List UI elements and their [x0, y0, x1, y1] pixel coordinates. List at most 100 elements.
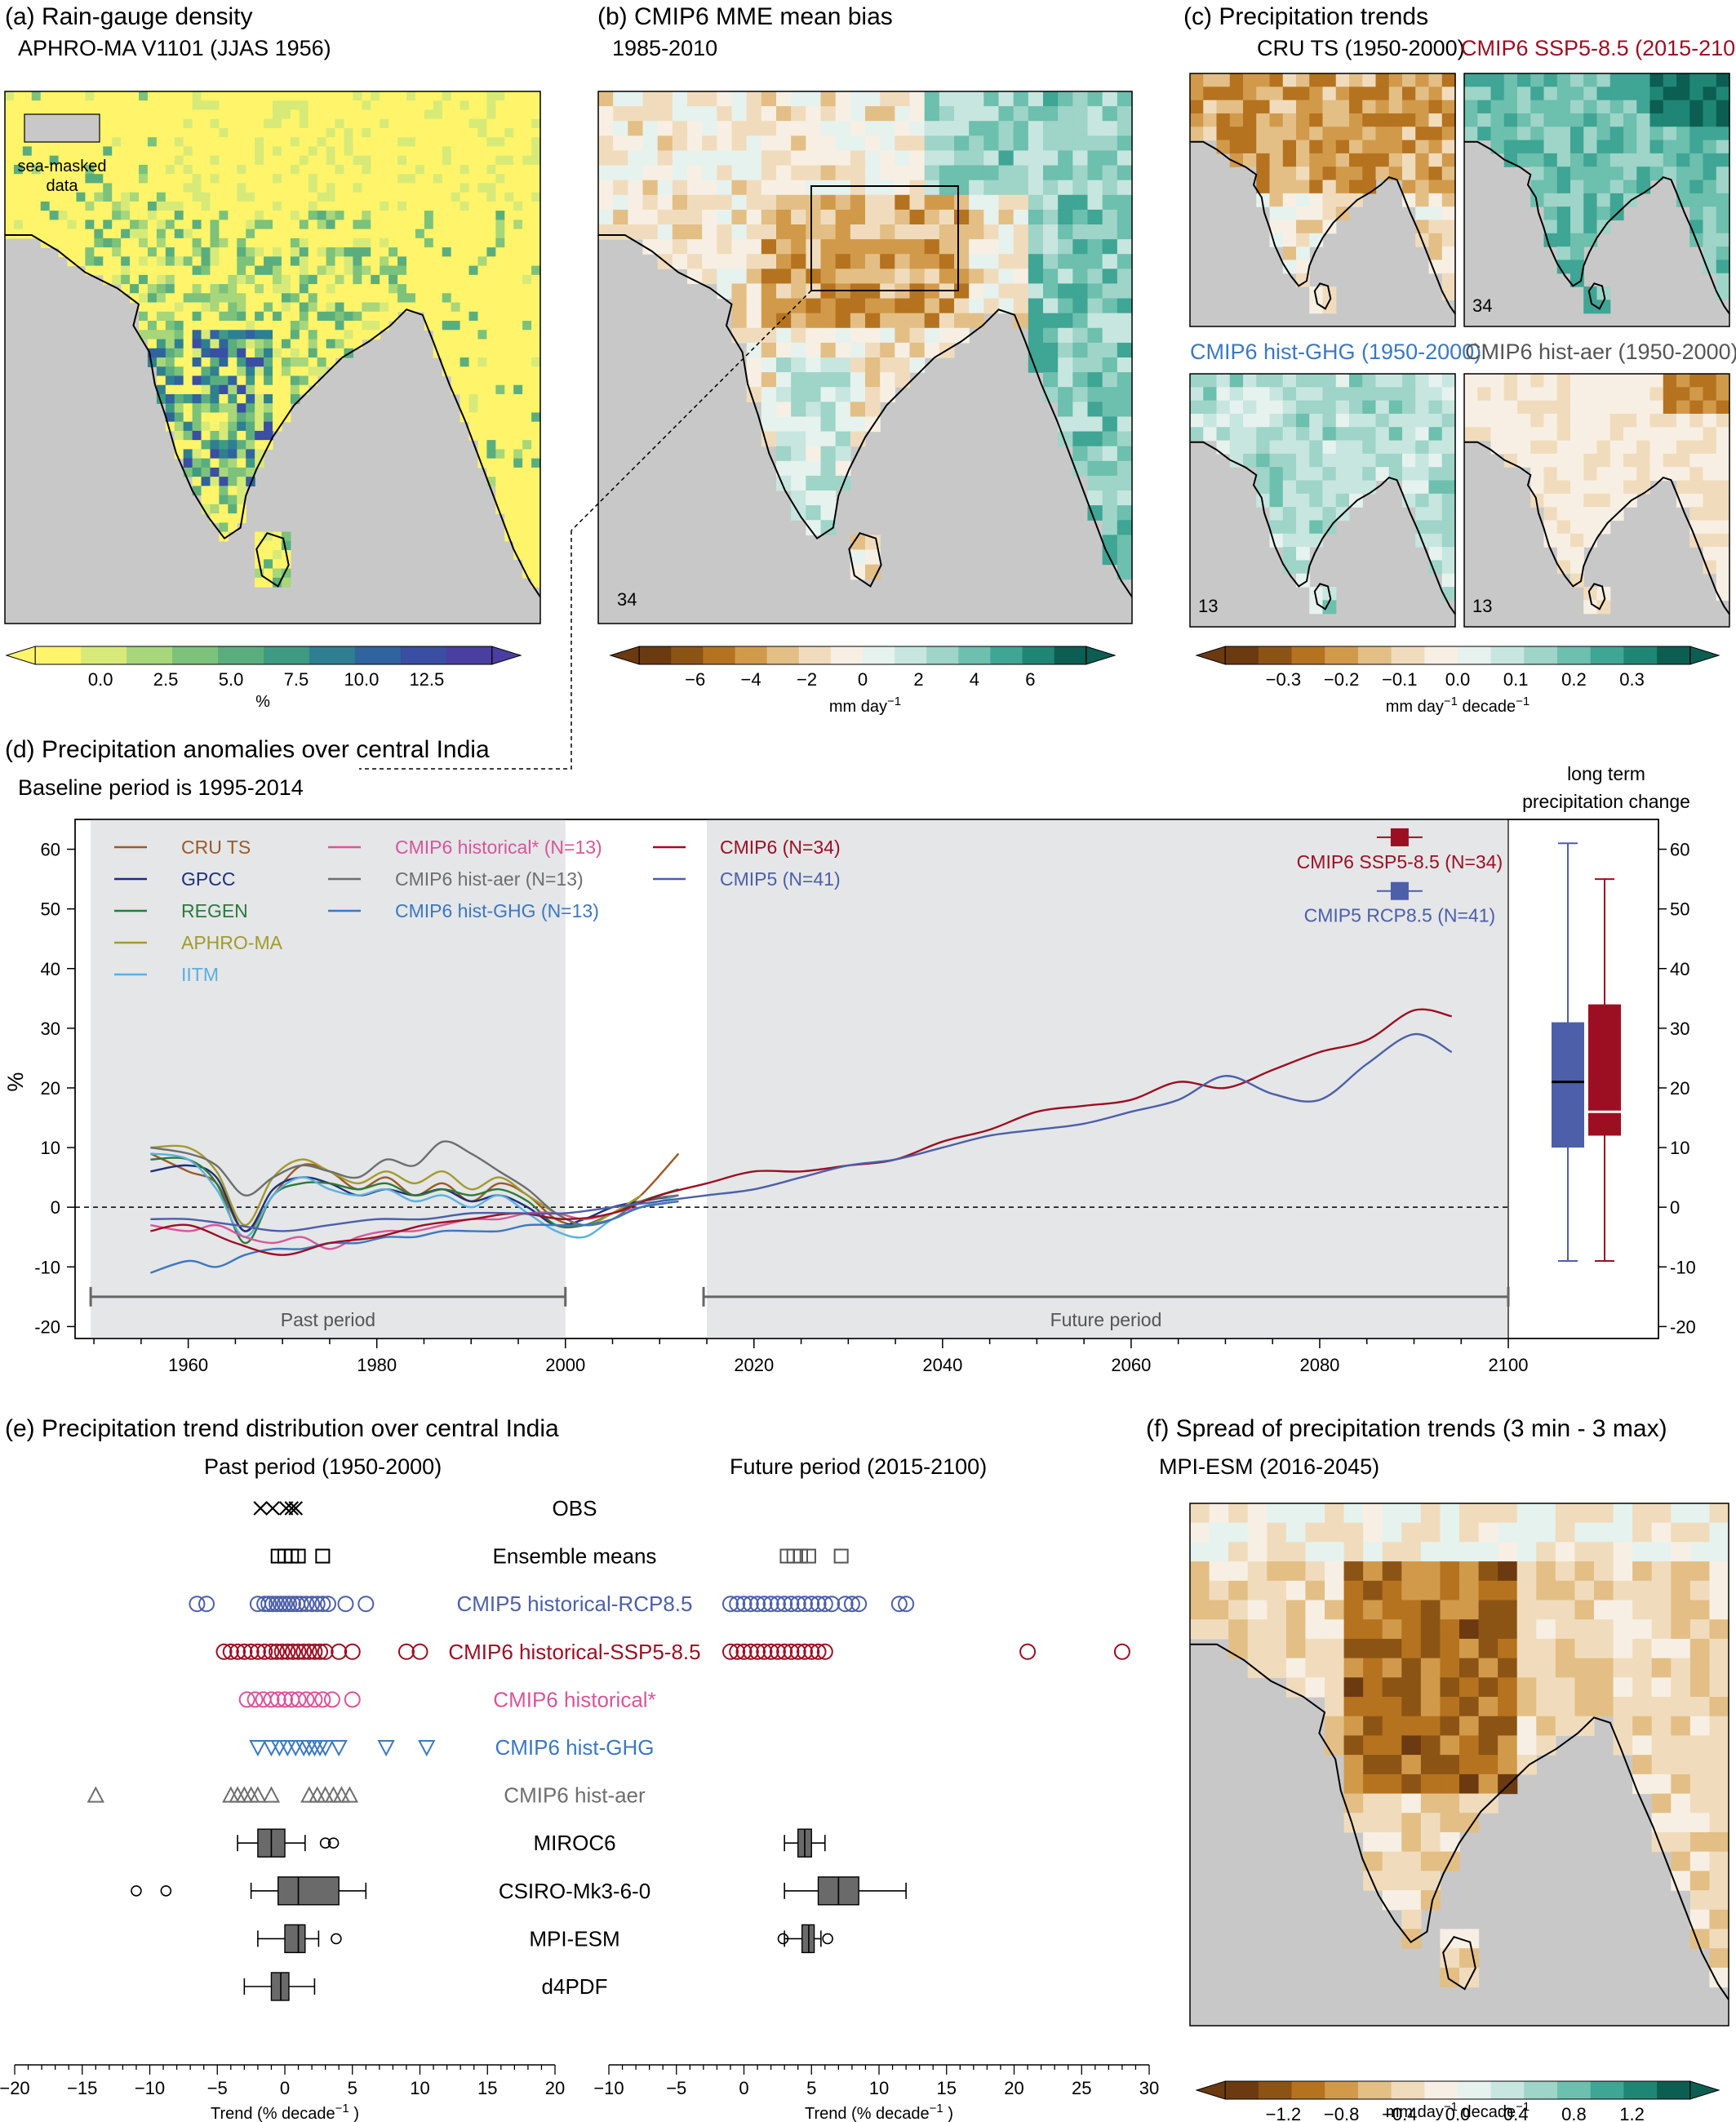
panel-c-map-4-cell: [1623, 427, 1637, 442]
past-point: [277, 1691, 293, 1708]
panel-a-map-cell: [174, 192, 184, 202]
panel-a-map-cell: [264, 146, 273, 157]
panel-a-map-cell: [40, 183, 51, 193]
panel-a-map-cell: [495, 146, 505, 157]
panel-a-map-cell: [281, 247, 291, 257]
panel-a-map-cell: [156, 393, 166, 404]
panel-c-map-2-cell: [1676, 180, 1690, 194]
panel-b-map-cell: [1072, 121, 1089, 136]
panel-f-map-cell: [1516, 1522, 1537, 1543]
panel-b-map-cell: [1013, 209, 1029, 225]
panel-c-map-1-cell: [1296, 166, 1310, 181]
panel-b-map-cell: [642, 121, 659, 136]
panel-f-map-cell: [1632, 1735, 1653, 1756]
panel-a-map-cell: [246, 430, 255, 441]
panel-a-map-cell: [531, 164, 541, 175]
panel-a-map-cell: [130, 247, 140, 257]
panel-a-map-cell: [495, 477, 505, 486]
panel-a-map-cell: [237, 449, 246, 459]
panel-a-map-cell: [451, 164, 461, 175]
panel-f-map-cell: [1305, 1619, 1325, 1640]
panel-a-map-cell: [246, 330, 255, 340]
panel-a-map-cell: [246, 127, 255, 138]
panel-a-map-cell: [504, 127, 514, 138]
panel-a-map-cell: [139, 118, 149, 129]
panel-a-map-cell: [317, 265, 327, 276]
panel-c-map-2-cell: [1583, 113, 1598, 127]
panel-a-map-cell: [237, 274, 246, 285]
panel-c-map-2-cell: [1543, 87, 1558, 101]
panel-a-map-cell: [183, 155, 193, 166]
panel-a-map-cell: [495, 339, 505, 349]
panel-c-map-4-cell: [1570, 493, 1584, 508]
panel-b-map-cell: [746, 194, 762, 211]
panel-a-map-cell: [522, 458, 532, 468]
panel-c-map-3-cell: [1388, 387, 1403, 402]
panel-a-map-cell: [49, 238, 60, 248]
panel-b-map-cell: [954, 135, 970, 152]
panel-c-map-3-cell: [1402, 374, 1416, 388]
panel-b-map-cell: [731, 298, 748, 314]
panel-a-map-cell: [201, 265, 211, 276]
panel-c-map-2-cell: [1530, 113, 1545, 127]
panel-c-map-1-cell: [1190, 100, 1204, 114]
panel-a-map-cell: [246, 238, 255, 248]
panel-f-colorbar-tick: 0.0: [1445, 2104, 1471, 2122]
panel-a-map-cell: [183, 393, 193, 404]
panel-a-map-cell: [495, 137, 505, 148]
panel-b-colorbar-swatch: [735, 646, 768, 664]
panel-a-map-cell: [486, 174, 496, 184]
panel-c-map-3-sri-lanka: [1313, 583, 1332, 610]
panel-a-map-cell: [371, 201, 380, 211]
panel-b-map-cell: [791, 446, 806, 462]
panel-c-map-4-cell: [1623, 400, 1637, 415]
panel-a-map-cell: [362, 183, 371, 193]
panel-c-map-1-cell: [1190, 73, 1204, 87]
panel-b-map-cell: [1072, 327, 1089, 344]
panel-a-map-cell: [237, 330, 246, 340]
panel-b-map-cell: [880, 269, 895, 285]
panel-c-map-1-cell: [1203, 100, 1218, 114]
panel-c-map-4-cell: [1543, 387, 1558, 402]
panel-b-map-cell: [835, 194, 851, 211]
panel-a-map-cell: [174, 449, 184, 459]
panel-a-map-cell: [192, 284, 202, 294]
panel-a-map-cell: [228, 183, 238, 193]
panel-a-map-cell: [495, 238, 505, 248]
panel-a-map-cell: [326, 155, 336, 166]
panel-a-map-cell: [380, 118, 389, 129]
panel-a-map-cell: [451, 91, 461, 101]
panel-a-map-cell: [299, 164, 309, 175]
panel-a-map-cell: [415, 284, 425, 294]
panel-a-map-cell: [299, 274, 309, 285]
panel-c-map-3-cell: [1362, 427, 1377, 442]
panel-a-map-cell: [76, 164, 86, 175]
panel-b-map-cell: [1087, 460, 1103, 477]
panel-b-map-cell: [1117, 387, 1133, 402]
panel-f-map-cell: [1594, 1580, 1614, 1601]
panel-b-colorbar-swatch: [990, 646, 1023, 664]
future-axis-tick-label: 30: [1139, 2078, 1159, 2098]
panel-a-map-cell: [522, 229, 532, 239]
panel-c-map-2-cell: [1503, 113, 1518, 127]
panel-c-map-3-cell: [1441, 413, 1456, 428]
panel-c-map-3-cell: [1428, 387, 1443, 402]
panel-a-map-cell: [308, 127, 318, 138]
panel-a-map-cell: [273, 284, 282, 294]
panel-a-map-cell: [433, 238, 443, 248]
panel-c-map-4-cell: [1464, 400, 1478, 415]
panel-c-map-4-cell: [1596, 493, 1611, 508]
panel-a-map-cell: [344, 201, 353, 211]
panel-a-map-cell: [522, 430, 532, 441]
panel-c-map-4-cell: [1716, 440, 1730, 455]
panel-b-map-cell: [717, 121, 733, 136]
panel-c-map-3-cell: [1402, 440, 1416, 455]
panel-a-map-cell: [156, 201, 166, 211]
panel-a-map-cell: [433, 174, 443, 184]
panel-a-map-cell: [281, 164, 291, 175]
panel-a-map-cell: [513, 430, 523, 441]
panel-b-map-cell: [998, 239, 1015, 255]
panel-f-title: (f) Spread of precipitation trends (3 mi…: [1146, 1415, 1667, 1442]
panel-a-map-cell: [219, 513, 229, 523]
panel-f-map-cell: [1325, 1600, 1345, 1620]
